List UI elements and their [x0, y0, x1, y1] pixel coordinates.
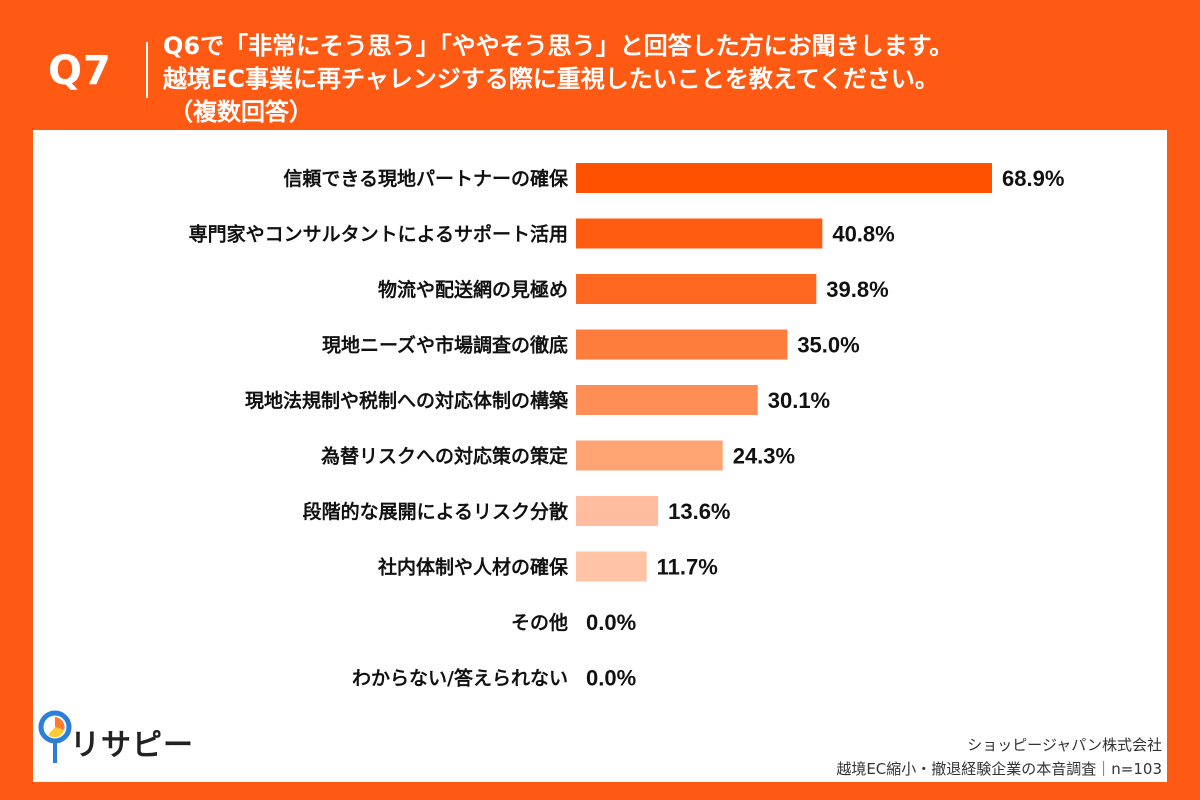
source-note: ショッピージャパン株式会社 越境EC縮小・撤退経験企業の本音調査｜n=103 — [836, 733, 1162, 781]
value-label: 30.1% — [768, 388, 830, 413]
bar — [576, 218, 823, 249]
bar — [576, 329, 788, 360]
value-label: 35.0% — [797, 333, 859, 358]
category-label: 物流や配送網の見極め — [378, 278, 568, 301]
header: Q7 Q6で「非常にそう思う」「ややそう思う」と回答した方にお聞きします。 越境… — [0, 0, 1200, 130]
category-label: 社内体制や人材の確保 — [377, 556, 569, 579]
question-number: Q7 — [48, 48, 112, 94]
category-label: 段階的な展開によるリスク分散 — [303, 500, 568, 523]
brand-name: リサピー — [70, 728, 194, 763]
value-label: 0.0% — [586, 610, 636, 635]
value-label: 13.6% — [668, 499, 730, 524]
question-line-1: Q6で「非常にそう思う」「ややそう思う」と回答した方にお聞きします。 — [163, 32, 954, 60]
category-label: 為替リスクへの対応策の策定 — [321, 445, 568, 468]
category-label: その他 — [511, 611, 568, 634]
value-label: 11.7% — [657, 555, 718, 580]
bar — [576, 496, 659, 526]
survey-info: 越境EC縮小・撤退経験企業の本音調査｜n=103 — [836, 760, 1162, 778]
category-label: 現地法規制や税制への対応体制の構築 — [245, 389, 569, 412]
category-label: わからない/答えられない — [352, 667, 568, 690]
bar — [576, 385, 758, 415]
value-label: 0.0% — [586, 666, 636, 691]
header-divider — [146, 42, 148, 98]
value-label: 39.8% — [826, 277, 888, 302]
bar — [576, 440, 723, 471]
bar-chart: 信頼できる現地パートナーの確保 68.9% 専門家やコンサルタントによるサポート活用… — [189, 163, 1064, 691]
risapi-logo-icon — [38, 710, 72, 763]
question-text: Q6で「非常にそう思う」「ややそう思う」と回答した方にお聞きします。 越境EC事… — [163, 30, 1173, 129]
bar — [576, 274, 817, 304]
question-line-3: （複数回答） — [169, 98, 313, 126]
bar — [576, 551, 647, 582]
value-label: 68.9% — [1002, 166, 1064, 191]
question-line-2: 越境EC事業に再チャレンジする際に重視したいことを教えてください。 — [163, 65, 939, 93]
value-label: 24.3% — [733, 444, 795, 469]
value-label: 40.8% — [832, 222, 894, 247]
bar — [576, 163, 992, 193]
company-name: ショッピージャパン株式会社 — [967, 736, 1162, 754]
category-label: 信頼できる現地パートナーの確保 — [283, 167, 569, 190]
chart-panel: 信頼できる現地パートナーの確保 68.9% 専門家やコンサルタントによるサポート活用… — [33, 130, 1167, 782]
category-label: 専門家やコンサルタントによるサポート活用 — [189, 223, 568, 246]
category-label: 現地ニーズや市場調査の徹底 — [322, 334, 568, 357]
